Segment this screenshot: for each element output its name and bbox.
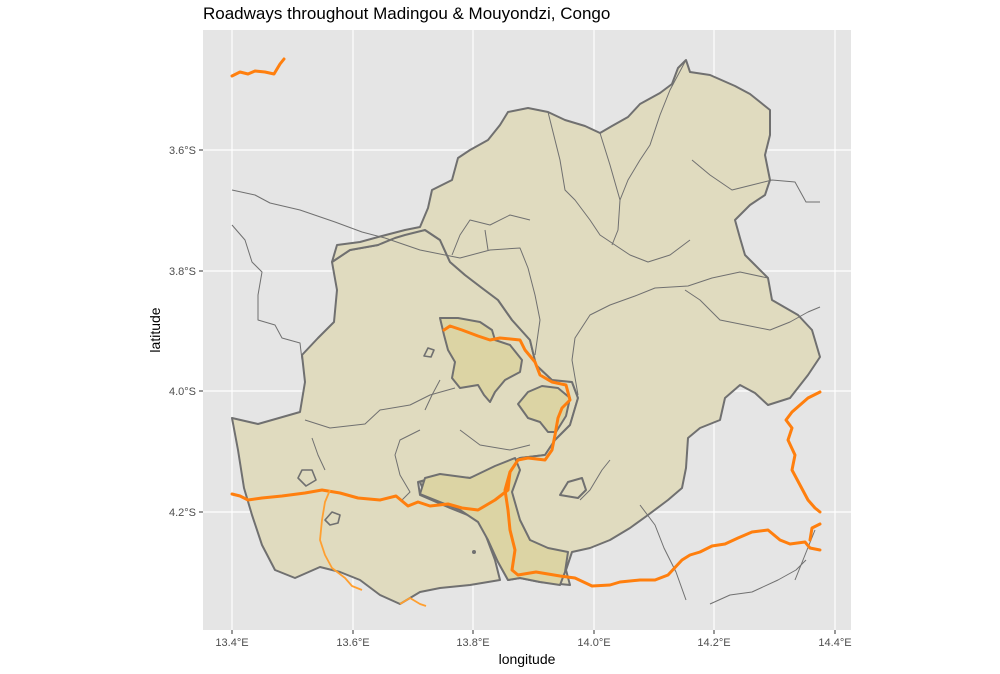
x-tick-label: 13.8°E — [456, 637, 489, 649]
secondary-road — [231, 224, 303, 361]
district-islet — [423, 347, 435, 358]
secondary-road — [691, 159, 820, 203]
district-enclave-small[interactable] — [559, 477, 587, 499]
primary-road-branch — [319, 489, 363, 591]
x-tick-label: 13.6°E — [336, 637, 369, 649]
primary-road-branch — [399, 597, 427, 607]
axis-ticks — [199, 149, 836, 634]
primary-roads — [230, 57, 822, 588]
secondary-road — [394, 429, 421, 501]
secondary-road — [709, 559, 807, 605]
x-axis-title: longitude — [499, 651, 556, 667]
secondary-roads — [231, 59, 821, 605]
y-tick-label: 3.6°S — [169, 145, 196, 157]
y-tick-label: 4.0°S — [169, 386, 196, 398]
secondary-road — [231, 189, 386, 239]
primary-road-northwest — [230, 57, 286, 78]
y-axis-title: latitude — [147, 307, 163, 352]
secondary-road — [639, 504, 687, 601]
secondary-road — [579, 459, 611, 501]
secondary-road — [304, 387, 456, 429]
district-islet-2 — [324, 511, 341, 526]
primary-road-east — [784, 390, 822, 514]
primary-road-main — [230, 324, 572, 512]
minor-primary-roads — [319, 489, 427, 607]
district-point — [472, 550, 476, 554]
x-tick-label: 13.4°E — [215, 637, 248, 649]
district-central[interactable] — [439, 317, 523, 403]
secondary-road — [571, 271, 769, 396]
secondary-road — [484, 229, 489, 251]
secondary-road — [619, 59, 687, 201]
secondary-road — [459, 429, 531, 451]
secondary-road — [424, 379, 441, 411]
x-tick-label: 14.4°E — [818, 637, 851, 649]
map-title: Roadways throughout Madingou & Mouyondzi… — [203, 4, 611, 23]
primary-road-south — [503, 470, 822, 588]
district-east — [331, 59, 821, 586]
x-tick-label: 14.2°E — [697, 637, 730, 649]
primary-road-east-spur — [808, 522, 822, 542]
district-south[interactable] — [419, 457, 569, 586]
y-tick-label: 3.8°S — [169, 266, 196, 278]
districts — [231, 59, 821, 605]
secondary-road — [384, 237, 541, 356]
x-tick-label: 14.0°E — [577, 637, 610, 649]
secondary-road — [451, 214, 531, 256]
secondary-road — [547, 111, 691, 263]
y-tick-label: 4.2°S — [169, 507, 196, 519]
secondary-road — [311, 437, 326, 471]
district-islet-3 — [297, 469, 317, 487]
secondary-road — [684, 289, 821, 331]
